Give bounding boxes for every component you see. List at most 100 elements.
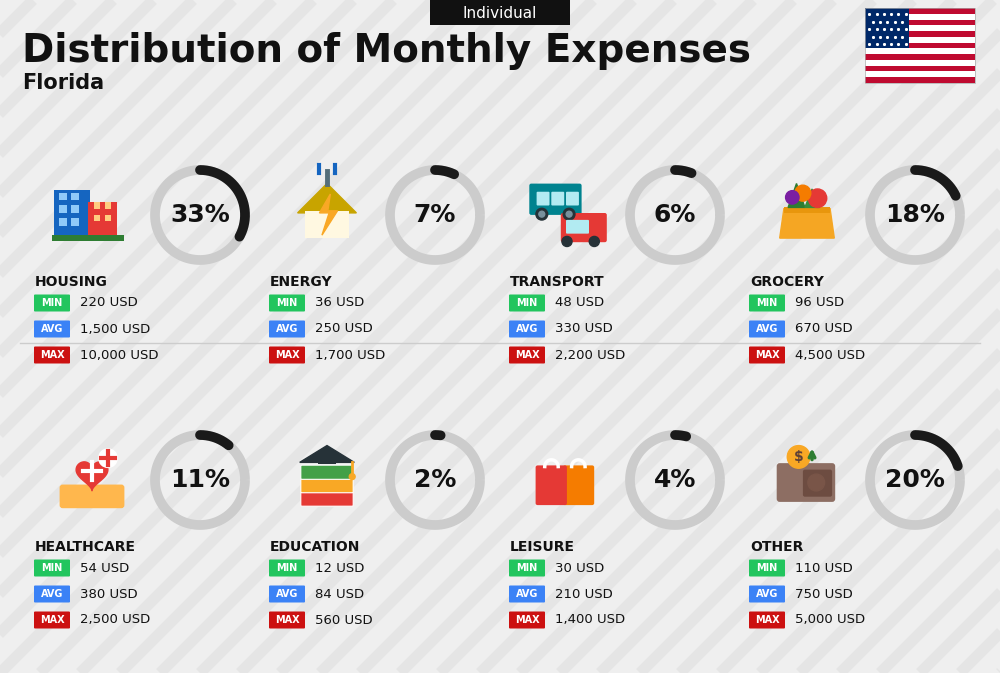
- FancyBboxPatch shape: [269, 612, 305, 629]
- Text: 4,500 USD: 4,500 USD: [795, 349, 865, 361]
- FancyBboxPatch shape: [94, 203, 100, 209]
- Text: MAX: MAX: [755, 615, 779, 625]
- Text: MAX: MAX: [515, 615, 539, 625]
- FancyBboxPatch shape: [60, 485, 124, 508]
- FancyBboxPatch shape: [88, 203, 117, 238]
- FancyBboxPatch shape: [784, 207, 830, 213]
- FancyBboxPatch shape: [269, 320, 305, 337]
- Polygon shape: [76, 462, 108, 491]
- Text: 54 USD: 54 USD: [80, 561, 129, 575]
- Text: MIN: MIN: [41, 298, 63, 308]
- FancyBboxPatch shape: [749, 559, 785, 577]
- Text: MAX: MAX: [40, 615, 64, 625]
- Text: AVG: AVG: [276, 589, 298, 599]
- FancyBboxPatch shape: [269, 295, 305, 312]
- FancyBboxPatch shape: [536, 466, 567, 505]
- Circle shape: [536, 208, 548, 220]
- Text: 33%: 33%: [170, 203, 230, 227]
- Text: 1,700 USD: 1,700 USD: [315, 349, 385, 361]
- Text: MIN: MIN: [276, 563, 298, 573]
- FancyBboxPatch shape: [777, 463, 835, 502]
- Text: 220 USD: 220 USD: [80, 297, 138, 310]
- FancyBboxPatch shape: [269, 559, 305, 577]
- FancyBboxPatch shape: [749, 347, 785, 363]
- Text: AVG: AVG: [756, 589, 778, 599]
- Circle shape: [566, 211, 572, 217]
- Text: 750 USD: 750 USD: [795, 588, 853, 600]
- FancyBboxPatch shape: [509, 559, 545, 577]
- Text: MAX: MAX: [275, 615, 299, 625]
- Circle shape: [787, 446, 810, 468]
- Text: 2,500 USD: 2,500 USD: [80, 614, 150, 627]
- FancyBboxPatch shape: [509, 295, 545, 312]
- FancyBboxPatch shape: [301, 479, 353, 493]
- Text: $: $: [794, 450, 803, 464]
- Text: 1,500 USD: 1,500 USD: [80, 322, 150, 336]
- FancyBboxPatch shape: [269, 586, 305, 602]
- FancyBboxPatch shape: [105, 215, 111, 221]
- Circle shape: [349, 474, 355, 480]
- FancyBboxPatch shape: [865, 71, 975, 77]
- Text: 250 USD: 250 USD: [315, 322, 373, 336]
- Text: 670 USD: 670 USD: [795, 322, 853, 336]
- FancyBboxPatch shape: [59, 218, 67, 225]
- FancyBboxPatch shape: [749, 320, 785, 337]
- Text: Individual: Individual: [463, 5, 537, 20]
- FancyBboxPatch shape: [71, 218, 79, 225]
- Text: 20%: 20%: [885, 468, 945, 492]
- FancyBboxPatch shape: [865, 48, 975, 54]
- FancyBboxPatch shape: [566, 192, 579, 205]
- Text: MIN: MIN: [756, 563, 778, 573]
- FancyBboxPatch shape: [749, 586, 785, 602]
- Text: MIN: MIN: [516, 298, 538, 308]
- FancyBboxPatch shape: [537, 192, 550, 205]
- Text: AVG: AVG: [516, 324, 538, 334]
- FancyBboxPatch shape: [430, 0, 570, 25]
- Text: MAX: MAX: [755, 350, 779, 360]
- Text: TRANSPORT: TRANSPORT: [510, 275, 605, 289]
- Polygon shape: [300, 446, 354, 462]
- FancyBboxPatch shape: [749, 612, 785, 629]
- Text: MAX: MAX: [40, 350, 64, 360]
- Text: Florida: Florida: [22, 73, 104, 93]
- Text: 10,000 USD: 10,000 USD: [80, 349, 158, 361]
- FancyBboxPatch shape: [509, 612, 545, 629]
- Circle shape: [562, 236, 572, 246]
- Text: MAX: MAX: [275, 350, 299, 360]
- Text: 84 USD: 84 USD: [315, 588, 364, 600]
- FancyBboxPatch shape: [34, 586, 70, 602]
- Text: 2,200 USD: 2,200 USD: [555, 349, 625, 361]
- Text: LEISURE: LEISURE: [510, 540, 575, 554]
- Text: AVG: AVG: [756, 324, 778, 334]
- Text: 4%: 4%: [654, 468, 696, 492]
- Text: 18%: 18%: [885, 203, 945, 227]
- FancyBboxPatch shape: [94, 215, 100, 221]
- FancyBboxPatch shape: [563, 466, 594, 505]
- Circle shape: [563, 208, 575, 220]
- FancyBboxPatch shape: [865, 8, 975, 13]
- FancyBboxPatch shape: [529, 184, 582, 215]
- FancyBboxPatch shape: [803, 470, 832, 497]
- Text: MIN: MIN: [516, 563, 538, 573]
- Text: HOUSING: HOUSING: [35, 275, 108, 289]
- FancyBboxPatch shape: [34, 320, 70, 337]
- FancyBboxPatch shape: [105, 203, 111, 209]
- Text: MIN: MIN: [41, 563, 63, 573]
- Text: 7%: 7%: [414, 203, 456, 227]
- Polygon shape: [805, 189, 820, 207]
- Circle shape: [539, 211, 545, 217]
- Text: AVG: AVG: [41, 589, 63, 599]
- FancyBboxPatch shape: [865, 60, 975, 66]
- FancyBboxPatch shape: [34, 612, 70, 629]
- Text: 1,400 USD: 1,400 USD: [555, 614, 625, 627]
- FancyBboxPatch shape: [509, 347, 545, 363]
- Text: 96 USD: 96 USD: [795, 297, 844, 310]
- FancyBboxPatch shape: [301, 465, 353, 479]
- FancyBboxPatch shape: [318, 458, 336, 464]
- Text: 12 USD: 12 USD: [315, 561, 364, 575]
- Polygon shape: [780, 209, 834, 238]
- Polygon shape: [319, 194, 338, 235]
- FancyBboxPatch shape: [59, 205, 67, 213]
- FancyBboxPatch shape: [865, 20, 975, 26]
- Text: 110 USD: 110 USD: [795, 561, 853, 575]
